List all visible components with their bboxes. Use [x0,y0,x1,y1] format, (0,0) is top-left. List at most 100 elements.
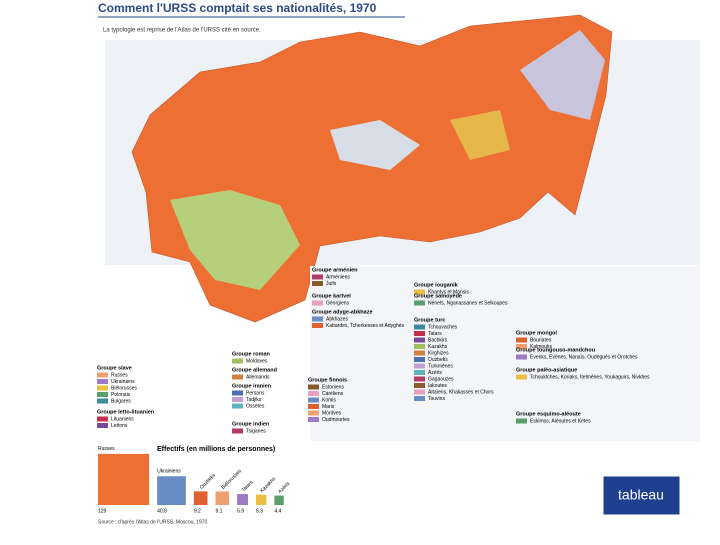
group-item: Ukrainiens [111,379,135,385]
group-title: Groupe adyge-abkhaze [312,309,373,315]
group-item: Turkmènes [428,363,453,369]
swatch [414,396,425,401]
effectif-square [256,494,267,505]
group-title: Groupe arménien [312,267,358,273]
group-title: Groupe letto-lituanien [97,409,155,415]
group-item: Komis [322,397,336,403]
swatch [414,389,425,395]
group-item: Tatars [428,331,442,337]
swatch [516,418,527,424]
swatch [414,337,425,343]
group-item: Kazakhs [428,344,448,350]
northeast-region [520,30,605,120]
swatch [308,391,319,396]
group-item: Iakoutes [428,383,447,389]
kazakh-region [170,190,300,290]
swatch [312,323,323,328]
group-item: Persans [246,390,265,396]
swatch [97,416,108,422]
group-title: Groupe esquimo-aléoute [516,411,581,417]
group-title: Groupe allemand [232,367,277,373]
group-item: Eskimos, Aléoutes et Ketes [530,418,591,424]
group-item: Touvins [428,396,445,402]
swatch [312,274,323,280]
group-item: Nénets, Nganassanes et Selkoupes [428,300,508,306]
group-title: Groupe mongol [516,330,557,336]
swatch [516,354,527,360]
group-title: Groupe iouganik [414,282,459,288]
group-item: Moldaves [246,358,268,364]
group-title: Groupe finnois [308,377,347,383]
source: Source : d'après l'Atlas de l'URSS, Mosc… [98,519,209,525]
group-item: Arméniens [326,274,350,280]
swatch [516,374,527,380]
group-title: Groupe toungouso-mandchou [516,347,595,353]
effectifs-title: Effectifs (en millions de personnes) [157,446,275,453]
swatch [232,403,243,409]
swatch [97,385,108,391]
swatch [414,376,425,382]
effectif-square [237,494,249,505]
effectif-value: 40.8 [157,508,167,514]
siberia-region [330,120,420,170]
group-title: Groupe samoyède [414,293,462,299]
group-item: Lettons [111,423,128,429]
swatch [232,374,243,380]
group-item: Bouriates [530,337,552,343]
swatch [308,397,319,403]
group-title: Groupe turc [414,317,445,323]
group-item: Mordves [322,410,342,416]
group-title: Groupe indien [232,421,270,427]
effectif-square [215,491,230,505]
effectif-value: 5.3 [256,508,263,514]
swatch [516,337,527,343]
legend-bg [310,266,700,441]
effectif-name: Russes [98,446,115,452]
swatch [414,383,425,388]
effectif-value: 5.9 [237,508,244,514]
group-item: Evenks, Evènes, Nanaïs, Oudègués et Orot… [530,354,638,360]
group-item: Tadjiks [246,397,262,403]
group-item: Juifs [326,281,337,287]
tableau-label[interactable]: tableau [618,487,664,503]
swatch [97,398,108,404]
group-item: Tsiganes [246,428,266,434]
swatch [516,344,527,349]
effectif-square [98,453,150,505]
group-item: Oudmourtes [322,417,350,423]
swatch [414,350,425,356]
group-item: Caréliens [322,391,344,397]
group-item: Ossètes [246,403,265,409]
swatch [97,379,108,384]
group-item: Bulgares [111,398,131,404]
swatch [414,331,425,336]
yakut-region [450,110,510,160]
swatch [232,390,243,396]
group-item: Lituaniens [111,416,134,422]
swatch [414,344,425,349]
group-item: Khantys et Mansis [428,289,469,295]
effectif-value: 9.2 [194,508,201,514]
group-item: Russes [111,372,128,378]
group-title: Groupe iranien [232,383,272,389]
swatch [97,372,108,378]
group-item: Bachkirs [428,337,448,343]
group-item: Allemands [246,374,270,380]
swatch [312,300,323,306]
effectif-value: 9.1 [216,508,223,514]
group-item: Tchouktches, Koriaks, Itelmènes, Youkagu… [530,374,650,380]
tableau-button[interactable] [602,475,681,516]
swatch [97,392,108,397]
group-item: Kalmouks [530,344,552,350]
swatch [414,324,425,330]
group-item: Gagaouzes [428,376,454,382]
group-title: Groupe roman [232,351,271,357]
group-item: Ouzbeks [428,357,448,363]
effectif-value: 4.4 [274,508,281,514]
swatch [308,417,319,422]
group-item: Azéris [428,370,442,376]
swatch [414,370,425,375]
group-item: Kabardes, Tcherkesses et Adyghés [326,323,405,329]
subtitle: La typologie est reprise de l'Atlas de l… [103,28,261,34]
